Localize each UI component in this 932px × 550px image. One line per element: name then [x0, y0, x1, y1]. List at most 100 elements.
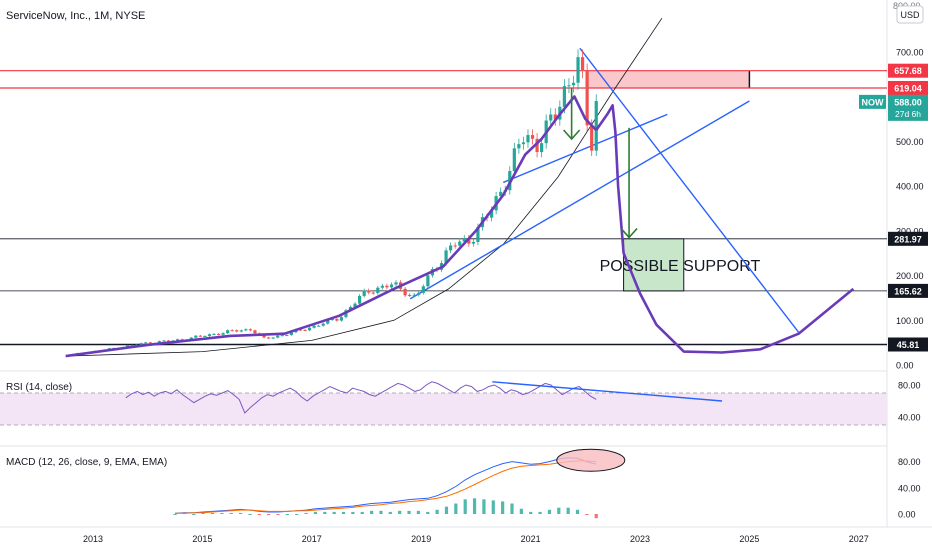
candle-body	[362, 290, 366, 296]
price-axis-tick: 400.00	[896, 182, 924, 192]
macd-histogram-bar	[482, 499, 486, 514]
candle-body	[321, 323, 325, 326]
candle-body	[207, 334, 212, 337]
current-price-label-bg	[888, 94, 928, 121]
macd-histogram-bar	[416, 510, 421, 514]
support-zone-box	[623, 238, 685, 292]
macd-histogram-bar	[257, 514, 261, 516]
candle-body	[408, 294, 412, 296]
macd-histogram-bar	[248, 514, 252, 515]
candle-body	[385, 285, 389, 288]
candle-body	[216, 333, 221, 335]
macd-histogram-bar	[201, 512, 205, 514]
candle-body	[376, 287, 380, 294]
macd-histogram-bar	[538, 511, 542, 514]
symbol-tag: NOW	[862, 97, 885, 107]
candle-body	[476, 227, 480, 242]
candle-body	[262, 335, 266, 338]
macd-histogram-bar	[229, 512, 233, 514]
candle-body	[339, 317, 344, 321]
currency-label[interactable]: USD	[900, 10, 920, 20]
macd-histogram-bar	[585, 514, 589, 516]
candle-body	[576, 57, 580, 83]
forecast-arrowhead	[563, 129, 581, 141]
candle-body	[248, 329, 253, 331]
candle-body	[426, 275, 430, 287]
candle-body	[285, 335, 289, 337]
forecast-arrowhead	[620, 227, 638, 239]
candle-body	[330, 319, 334, 321]
candle-body	[144, 342, 148, 344]
candle-body	[521, 142, 526, 145]
candle-body	[562, 86, 566, 107]
current-price-label: 588.00	[894, 97, 922, 107]
macd-axis-tick: 80.00	[898, 457, 921, 467]
candle-body	[244, 329, 248, 331]
candle-body	[125, 345, 130, 348]
candle-body	[590, 125, 594, 151]
candle-body	[326, 319, 330, 324]
macd-histogram-bar	[276, 514, 280, 516]
candle-body	[367, 290, 371, 293]
candle-body	[130, 344, 134, 346]
candle-body	[571, 82, 576, 86]
macd-histogram-bar	[238, 512, 243, 514]
resistance-zone	[585, 70, 750, 88]
macd-histogram-bar	[510, 503, 514, 514]
candle-body	[226, 330, 230, 334]
macd-histogram-bar	[388, 511, 392, 514]
candle-body	[585, 70, 589, 126]
price-level-label-bg	[888, 63, 928, 78]
parabolic-curve	[65, 17, 663, 357]
candle-body	[512, 148, 516, 172]
macd-histogram-bar	[472, 498, 477, 514]
rsi-line	[125, 381, 597, 414]
macd-histogram-bar	[557, 507, 561, 514]
trendline	[579, 47, 800, 333]
price-level-label: 657.68	[894, 66, 922, 76]
price-axis-tick: 200.00	[896, 271, 924, 281]
candle-body	[212, 333, 216, 335]
macd-histogram-bar	[341, 511, 346, 514]
macd-axis-tick: 40.00	[898, 483, 921, 493]
candle-body	[267, 337, 271, 339]
price-level-label-bg	[888, 80, 928, 95]
trendline	[409, 100, 750, 300]
candle-body	[444, 250, 448, 264]
candle-body	[180, 339, 184, 341]
macd-histogram-bar	[566, 507, 570, 514]
currency-button[interactable]	[896, 5, 924, 24]
rsi-axis-tick: 40.00	[898, 413, 921, 423]
time-axis-tick: 2013	[83, 534, 103, 544]
candle-body	[189, 337, 193, 340]
macd-axis-tick: 0.00	[898, 510, 916, 520]
macd-title: MACD (12, 26, close, 9, EMA, EMA)	[6, 457, 167, 468]
candle-body	[458, 241, 462, 246]
time-axis-tick: 2019	[411, 534, 431, 544]
candle-body	[489, 210, 494, 218]
macd-histogram-bar	[192, 514, 196, 515]
support-annotation: POSSIBLE SUPPORT	[600, 258, 761, 275]
candle-body	[530, 135, 535, 139]
macd-histogram-bar	[407, 510, 411, 514]
candle-body	[335, 319, 339, 321]
candle-body	[517, 144, 521, 149]
candle-body	[303, 329, 307, 331]
macd-histogram-bar	[594, 514, 598, 519]
candle-body	[567, 85, 571, 87]
candle-body	[276, 335, 280, 338]
candle-body	[175, 339, 180, 341]
macd-histogram-bar	[529, 511, 533, 514]
macd-histogram-bar	[379, 510, 383, 514]
candle-body	[239, 330, 243, 332]
time-axis-tick: 2025	[739, 534, 759, 544]
projected-path	[595, 104, 855, 354]
candle-body	[235, 330, 239, 332]
macd-histogram-bar	[454, 503, 458, 514]
candle-body	[198, 335, 202, 337]
candle-body	[389, 284, 394, 288]
macd-histogram-bar	[332, 511, 336, 514]
macd-histogram-bar	[173, 514, 177, 515]
candle-body	[203, 336, 207, 338]
price-level-label: 45.81	[897, 340, 920, 350]
